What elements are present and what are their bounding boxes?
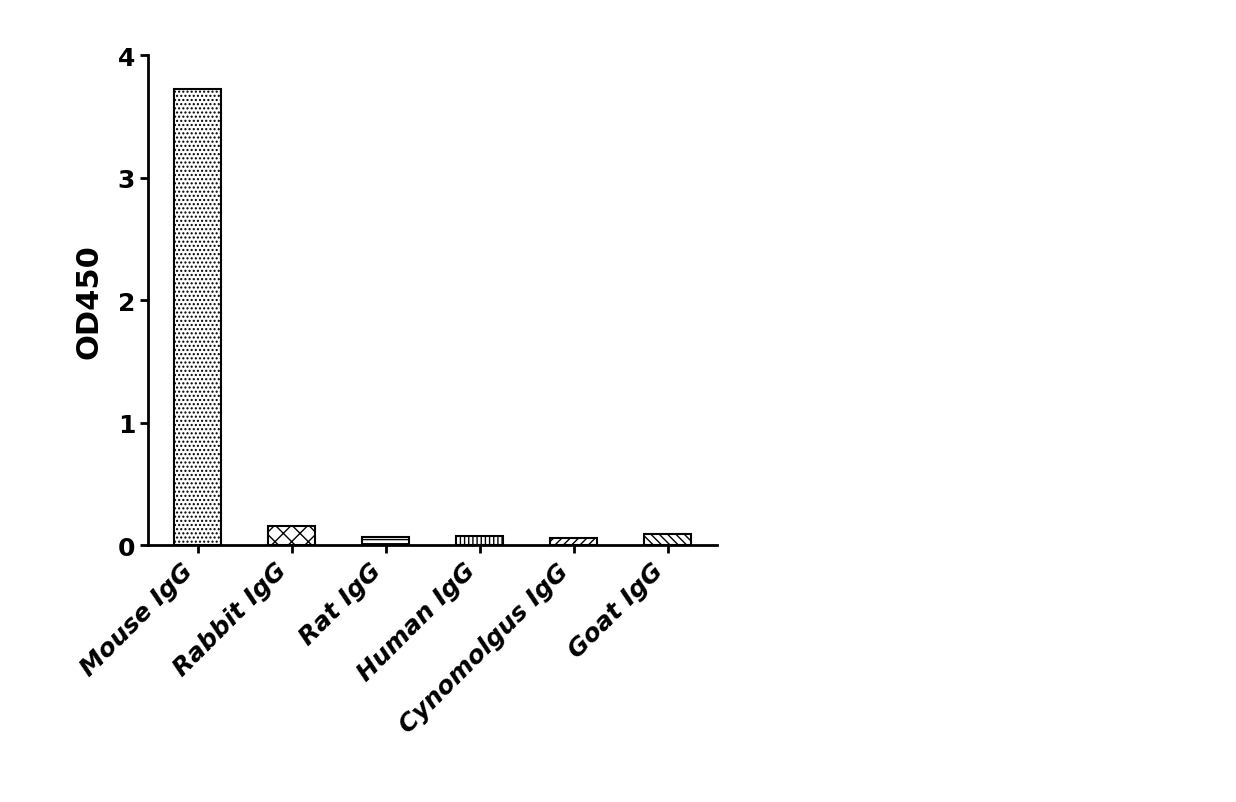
Bar: [362, 537, 409, 545]
Bar: [644, 534, 691, 545]
Bar: [550, 538, 597, 545]
Bar: [174, 91, 221, 545]
Bar: [268, 526, 315, 545]
Bar: [456, 537, 503, 545]
Y-axis label: OD450: OD450: [74, 243, 104, 358]
